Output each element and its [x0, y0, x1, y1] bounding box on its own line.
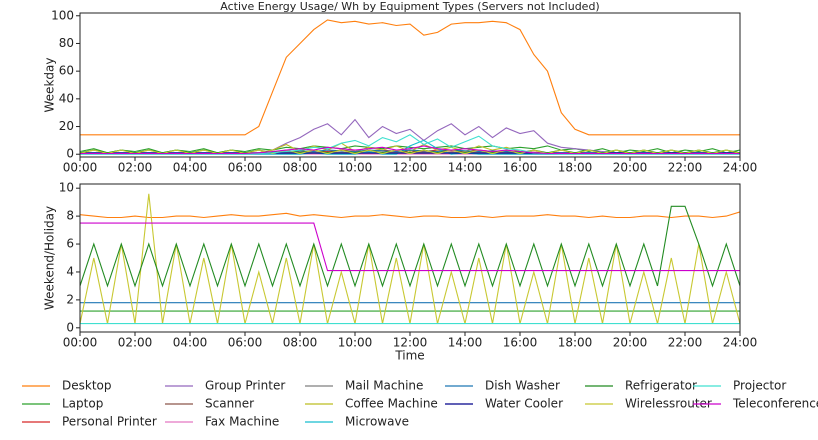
y-tick-label: 0 — [66, 320, 74, 334]
series-line — [80, 211, 740, 219]
series-line — [80, 222, 740, 272]
x-tick-label: 08:00 — [283, 161, 318, 175]
x-tick-label: 00:00 — [63, 161, 98, 175]
y-tick-label: 6 — [66, 237, 74, 251]
y-tick-label: 100 — [51, 8, 74, 22]
legend-label: Dish Washer — [485, 379, 560, 393]
x-tick-label: 18:00 — [558, 161, 593, 175]
series-line — [80, 205, 740, 288]
x-tick-label: 12:00 — [393, 161, 428, 175]
x-tick-label: 02:00 — [118, 161, 153, 175]
x-tick-label: 04:00 — [173, 336, 208, 350]
legend-label: Personal Printer — [62, 415, 157, 429]
y-tick-label: 40 — [59, 91, 74, 105]
x-tick-label: 22:00 — [668, 161, 703, 175]
x-tick-label: 06:00 — [228, 336, 263, 350]
legend-label: Scanner — [205, 397, 254, 411]
x-tick-label: 00:00 — [63, 336, 98, 350]
x-tick-label: 14:00 — [448, 161, 483, 175]
legend-label: Teleconference — [732, 397, 818, 411]
x-tick-label: 16:00 — [503, 336, 538, 350]
y-tick-label: 60 — [59, 64, 74, 78]
x-tick-label: 18:00 — [558, 336, 593, 350]
legend-label: Projector — [733, 379, 786, 393]
legend-label: Desktop — [62, 379, 112, 393]
x-tick-label: 06:00 — [228, 161, 263, 175]
x-tick-label: 08:00 — [283, 336, 318, 350]
legend-label: Group Printer — [205, 379, 285, 393]
x-tick-label: 16:00 — [503, 161, 538, 175]
x-tick-label: 14:00 — [448, 336, 483, 350]
y-tick-label: 0 — [66, 147, 74, 161]
legend-label: Microwave — [345, 415, 409, 429]
y-axis-label: Weekday — [43, 58, 57, 113]
series-line — [80, 145, 740, 155]
x-axis-label: Time — [394, 349, 424, 363]
x-tick-label: 22:00 — [668, 336, 703, 350]
x-tick-label: 24:00 — [723, 161, 758, 175]
legend-label: Wirelessrouter — [625, 397, 712, 411]
x-tick-label: 10:00 — [338, 161, 373, 175]
plot-area — [80, 193, 740, 325]
x-tick-label: 12:00 — [393, 336, 428, 350]
x-tick-label: 04:00 — [173, 161, 208, 175]
legend-label: Coffee Machine — [345, 397, 438, 411]
x-tick-label: 02:00 — [118, 336, 153, 350]
plot-area — [80, 19, 740, 155]
y-tick-label: 10 — [59, 181, 74, 195]
legend-label: Laptop — [62, 397, 103, 411]
series-line — [80, 193, 740, 324]
x-tick-label: 20:00 — [613, 336, 648, 350]
y-axis-label: Weekend/Holiday — [43, 206, 57, 310]
x-tick-label: 10:00 — [338, 336, 373, 350]
chart-title: Active Energy Usage/ Wh by Equipment Typ… — [220, 0, 599, 13]
x-tick-label: 24:00 — [723, 336, 758, 350]
series-line — [80, 149, 740, 154]
y-tick-label: 2 — [66, 292, 74, 306]
series-line — [80, 145, 740, 154]
y-tick-label: 80 — [59, 36, 74, 50]
legend-label: Water Cooler — [485, 397, 563, 411]
y-tick-label: 4 — [66, 264, 74, 278]
y-tick-label: 8 — [66, 209, 74, 223]
series-line — [80, 19, 740, 136]
legend-label: Fax Machine — [205, 415, 279, 429]
y-tick-label: 20 — [59, 119, 74, 133]
x-tick-label: 20:00 — [613, 161, 648, 175]
legend-label: Mail Machine — [345, 379, 423, 393]
legend-label: Refrigerator — [625, 379, 697, 393]
